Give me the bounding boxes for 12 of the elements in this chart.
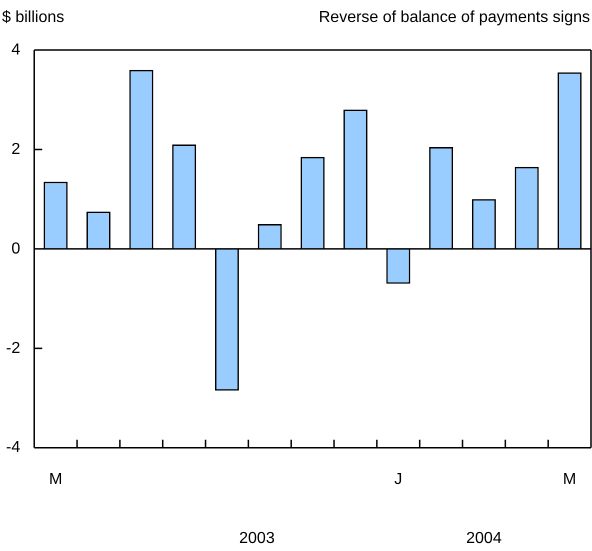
x-tick-label: M: [48, 470, 62, 488]
x-tick-label: M: [562, 470, 576, 488]
text: 2004: [466, 530, 502, 547]
y-tick-label: 2: [11, 140, 20, 158]
y-tick-label: -4: [6, 439, 20, 456]
text: 2003: [239, 530, 275, 547]
y-tick-label: 4: [11, 41, 20, 58]
y-tick-label: 0: [11, 240, 20, 258]
chart-subtitle: Reverse of balance of payments signs: [318, 9, 590, 26]
x-tick-label: J: [394, 470, 402, 488]
y-tick-label: -2: [6, 340, 20, 357]
y-axis-title: $ billions: [2, 9, 64, 26]
